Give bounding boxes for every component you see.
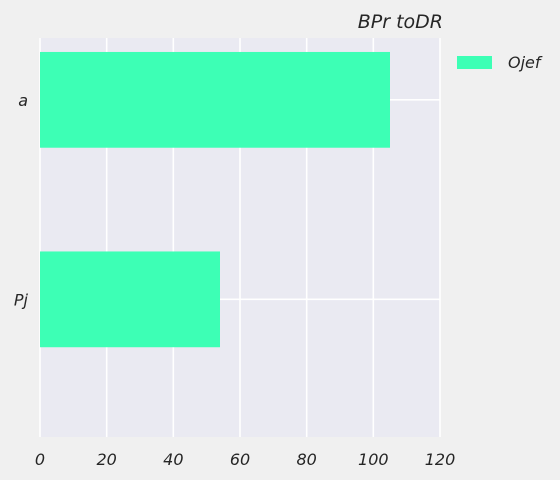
y-category-label: Pj — [14, 290, 29, 309]
x-tick-label: 80 — [296, 450, 316, 469]
x-tick-label: 120 — [425, 450, 456, 469]
x-tick-label: 60 — [230, 450, 250, 469]
bar — [40, 251, 220, 348]
x-tick-label: 20 — [96, 450, 116, 469]
legend: Ojef — [457, 53, 543, 72]
x-axis-ticks: 0 20 40 60 80 100 120 — [35, 450, 455, 469]
legend-label: Ojef — [508, 53, 543, 72]
bar — [40, 51, 390, 148]
legend-swatch — [457, 56, 492, 69]
y-axis-categories: a Pj — [14, 91, 29, 310]
chart-title: BPr toDR — [358, 11, 443, 33]
x-tick-label: 100 — [358, 450, 389, 469]
y-category-label: a — [18, 91, 28, 110]
x-tick-label: 40 — [163, 450, 183, 469]
bars — [40, 51, 390, 348]
x-tick-label: 0 — [35, 450, 45, 469]
